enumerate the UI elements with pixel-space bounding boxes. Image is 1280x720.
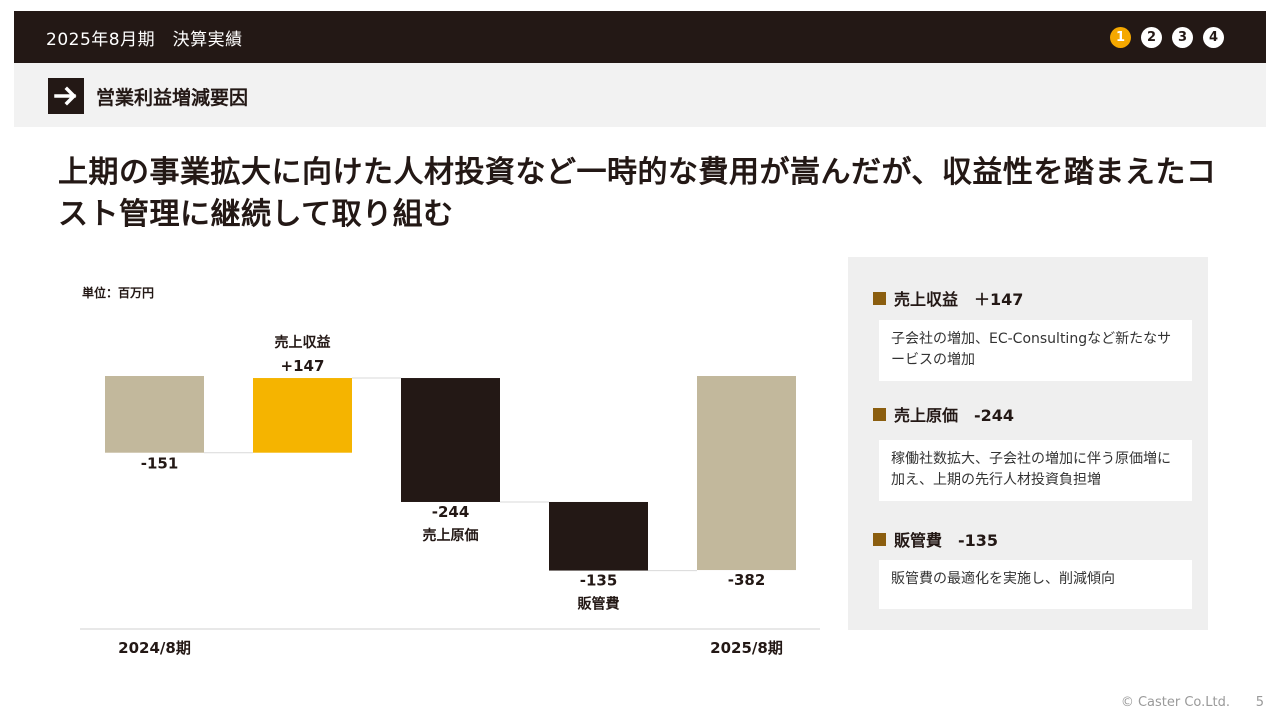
factor-title: 売上収益 ＋147 [894,290,1024,309]
factor-detail-cost: 稼働社数拡大、子会社の増加に伴う原価増に加え、上期の先行人材投資負担増 [879,440,1192,501]
factor-detail-sga: 販管費の最適化を実施し、削減傾向 [879,560,1192,609]
page-dot-1[interactable]: 1 [1110,27,1131,48]
section-header: 営業利益増減要因 [14,63,1266,127]
data-label: -135 [580,572,618,590]
factor-heading-revenue: 売上収益 ＋147 [873,286,1023,310]
page-dot-2[interactable]: 2 [1141,27,1162,48]
factor-title: 販管費 -135 [894,531,999,550]
data-label: -151 [141,455,179,473]
waterfall-chart: -151 2024/8期 売上収益 +147 -244 売上原価 -135 販管費 -382 20… [80,334,820,657]
page-dot-4[interactable]: 4 [1203,27,1224,48]
category-label: 販管費 [578,596,620,613]
page-number: 5 [1255,695,1264,710]
bar-1 [105,376,204,453]
factor-title: 売上原価 -244 [894,406,1015,425]
factor-detail-revenue: 子会社の増加、EC-Consultingなど新たなサービスの増加 [879,320,1192,381]
category-label: 売上収益 [275,334,331,351]
square-bullet-icon [873,407,886,421]
copyright: © Caster Co.Ltd. [1120,695,1230,710]
bar-5 [697,376,796,571]
chart-unit-label: 単位：百万円 [82,286,155,300]
arrow-right-icon [48,78,84,114]
top-header-bar: 2025年8月期 決算実績 1 2 3 4 [14,11,1266,63]
x-tick-label: 2025/8期 [710,639,783,657]
bar-4 [549,501,648,571]
square-bullet-icon [873,532,886,546]
page-dot-3[interactable]: 3 [1172,27,1193,48]
data-label: -244 [432,503,470,521]
factor-panel: 売上収益 ＋147 子会社の増加、EC-Consultingなど新たなサービスの… [848,257,1208,630]
x-tick-label: 2024/8期 [118,639,191,657]
data-label: +147 [281,357,325,375]
factor-heading-cost: 売上原価 -244 [873,402,1014,426]
headline: 上期の事業拡大に向けた人材投資など一時的な費用が嵩んだが、収益性を踏まえたコスト… [58,155,1217,232]
bar-3 [401,378,500,502]
category-label: 売上原価 [423,527,479,544]
square-bullet-icon [873,291,886,305]
section-title: 営業利益増減要因 [96,87,249,109]
report-title: 2025年8月期 決算実績 [46,30,243,50]
data-label: -382 [728,571,766,589]
factor-heading-sga: 販管費 -135 [873,527,998,551]
bar-2 [253,378,352,453]
page-indicator: 1 2 3 4 [1110,27,1224,48]
